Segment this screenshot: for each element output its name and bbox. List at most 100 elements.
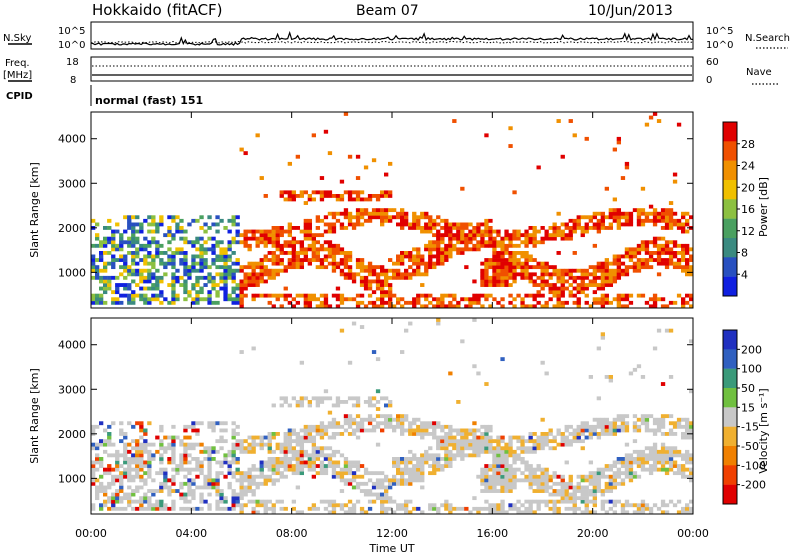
heatmap-cell bbox=[464, 435, 469, 440]
heatmap-cell bbox=[528, 481, 533, 486]
heatmap-cell bbox=[508, 471, 513, 476]
heatmap-cell bbox=[159, 428, 164, 433]
heatmap-cell bbox=[392, 293, 397, 298]
heatmap-cell bbox=[191, 286, 196, 291]
heatmap-cell bbox=[388, 304, 393, 309]
heatmap-cell bbox=[500, 283, 505, 287]
heatmap-cell bbox=[400, 467, 405, 472]
heatmap-cell bbox=[251, 464, 256, 468]
heatmap-cell bbox=[544, 261, 549, 266]
heatmap-cell bbox=[616, 293, 622, 298]
freq-panel: Freq. [MHz] 18 8 60 0 Nave bbox=[3, 56, 780, 86]
heatmap-cell bbox=[123, 286, 128, 291]
heatmap-cell bbox=[500, 240, 505, 245]
heatmap-cell bbox=[331, 251, 337, 255]
heatmap-cell bbox=[608, 424, 614, 429]
heatmap-cell bbox=[243, 272, 248, 277]
heatmap-cell bbox=[359, 265, 365, 270]
heatmap-cell bbox=[119, 481, 124, 486]
heatmap-cell bbox=[343, 414, 349, 419]
heatmap-cell bbox=[412, 215, 417, 220]
velocity-ylabel: Slant Range [km] bbox=[28, 368, 41, 464]
heatmap-cell bbox=[107, 286, 112, 291]
heatmap-cell bbox=[371, 492, 377, 497]
heatmap-cell bbox=[139, 457, 144, 461]
heatmap-cell bbox=[279, 233, 284, 238]
heatmap-cell bbox=[432, 435, 437, 440]
heatmap-cell bbox=[199, 286, 204, 291]
heatmap-cell bbox=[259, 442, 264, 447]
heatmap-cell bbox=[143, 478, 148, 483]
heatmap-cell bbox=[388, 194, 393, 198]
heatmap-cell bbox=[227, 272, 232, 277]
heatmap-cell bbox=[424, 261, 429, 266]
heatmap-cell bbox=[384, 396, 389, 401]
heatmap-cell bbox=[432, 506, 437, 511]
heatmap-cell bbox=[648, 254, 654, 259]
heatmap-cell bbox=[339, 467, 345, 472]
heatmap-cell bbox=[544, 283, 549, 287]
heatmap-cell bbox=[504, 236, 509, 241]
heatmap-cell bbox=[424, 428, 429, 433]
heatmap-cell bbox=[536, 265, 541, 270]
heatmap-cell bbox=[351, 478, 357, 483]
heatmap-cell bbox=[644, 460, 650, 465]
heatmap-cell bbox=[183, 283, 188, 287]
heatmap-cell bbox=[632, 251, 638, 255]
heatmap-cell bbox=[681, 258, 686, 262]
heatmap-cell bbox=[271, 457, 276, 461]
heatmap-cell bbox=[91, 446, 96, 451]
heatmap-cell bbox=[656, 243, 662, 248]
heatmap-cell bbox=[159, 506, 164, 511]
freq-tick-bottom: 8 bbox=[70, 75, 76, 86]
heatmap-cell bbox=[608, 275, 614, 280]
heatmap-cell bbox=[299, 439, 305, 444]
heatmap-cell bbox=[672, 449, 678, 454]
heatmap-cell bbox=[343, 421, 349, 426]
heatmap-cell bbox=[287, 258, 293, 262]
heatmap-cell bbox=[668, 446, 674, 451]
heatmap-cell bbox=[448, 428, 453, 433]
heatmap-cell bbox=[163, 467, 168, 472]
heatmap-cell bbox=[131, 222, 136, 227]
heatmap-cell bbox=[279, 396, 284, 401]
heatmap-cell bbox=[267, 229, 272, 234]
heatmap-cell bbox=[211, 421, 216, 426]
heatmap-cell bbox=[676, 467, 682, 472]
heatmap-cell bbox=[223, 261, 228, 266]
heatmap-cell bbox=[660, 453, 666, 458]
heatmap-cell bbox=[295, 442, 301, 447]
heatmap-cell bbox=[187, 478, 192, 483]
heatmap-cell bbox=[632, 421, 638, 426]
heatmap-cell bbox=[388, 506, 393, 511]
heatmap-cell bbox=[568, 229, 573, 234]
heatmap-cell bbox=[444, 226, 449, 230]
heatmap-cell bbox=[103, 485, 108, 490]
y-tick-label: 2000 bbox=[58, 222, 86, 235]
heatmap-cell bbox=[644, 417, 650, 422]
heatmap-cell bbox=[159, 489, 164, 493]
heatmap-cell bbox=[456, 226, 461, 230]
heatmap-cell bbox=[191, 254, 196, 259]
heatmap-cell bbox=[123, 240, 128, 245]
heatmap-cell bbox=[147, 240, 152, 245]
heatmap-cell bbox=[323, 453, 329, 458]
heatmap-cell bbox=[552, 439, 557, 444]
heatmap-cell bbox=[291, 261, 297, 266]
heatmap-cell bbox=[339, 179, 345, 184]
heatmap-cell bbox=[171, 215, 176, 220]
heatmap-cell bbox=[560, 489, 565, 493]
heatmap-cell bbox=[660, 457, 666, 461]
heatmap-cell bbox=[315, 226, 321, 230]
heatmap-cell bbox=[500, 272, 505, 277]
heatmap-cell bbox=[119, 233, 124, 238]
nsearch-label: N.Search bbox=[745, 33, 790, 44]
heatmap-cell bbox=[568, 293, 573, 298]
heatmap-cell bbox=[636, 449, 642, 454]
heatmap-cell bbox=[648, 304, 654, 309]
heatmap-cell bbox=[315, 471, 321, 476]
heatmap-cell bbox=[616, 275, 622, 280]
heatmap-cell bbox=[295, 464, 301, 468]
heatmap-cell bbox=[251, 474, 256, 479]
heatmap-cell bbox=[347, 211, 353, 216]
